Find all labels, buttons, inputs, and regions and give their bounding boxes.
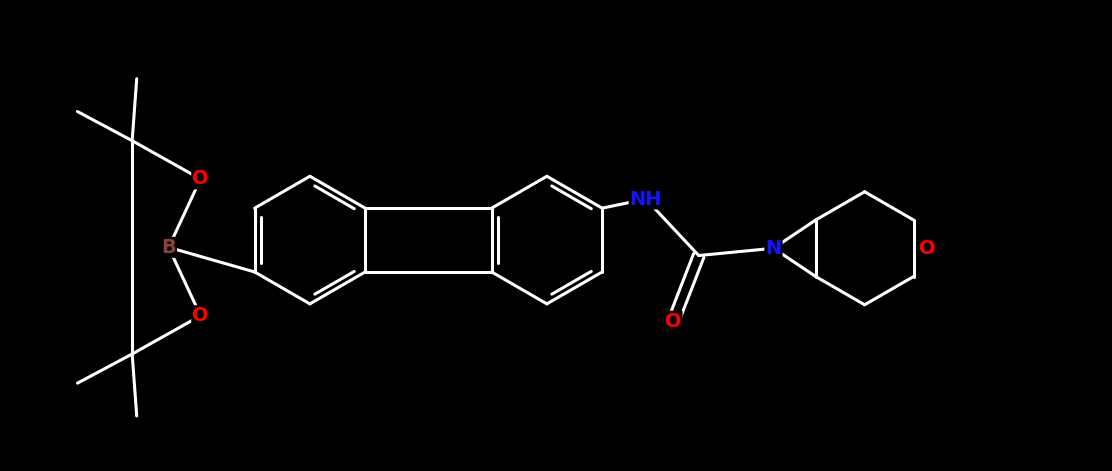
Text: O: O bbox=[192, 170, 209, 188]
Text: O: O bbox=[192, 306, 209, 325]
Text: O: O bbox=[919, 239, 935, 258]
Text: O: O bbox=[665, 312, 682, 331]
Text: B: B bbox=[161, 238, 176, 257]
Text: NH: NH bbox=[629, 189, 662, 209]
Text: N: N bbox=[765, 239, 782, 258]
